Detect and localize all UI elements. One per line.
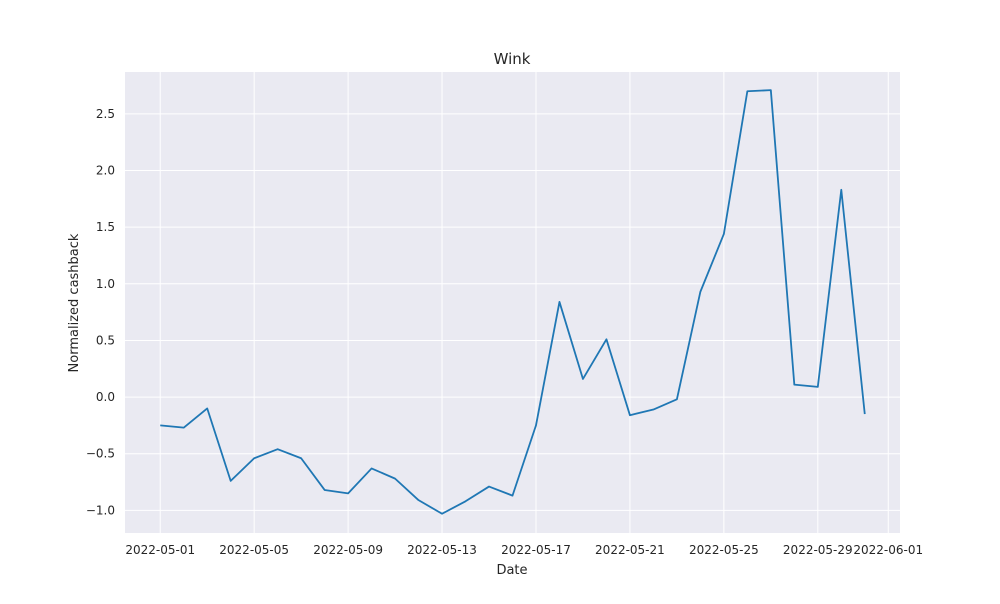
x-tick-label: 2022-05-17 xyxy=(501,543,571,557)
x-tick-label: 2022-05-09 xyxy=(313,543,383,557)
chart-title: Wink xyxy=(494,50,531,68)
series-line xyxy=(160,89,866,515)
x-axis-label: Date xyxy=(496,563,527,578)
x-tick-label: 2022-06-01 xyxy=(853,543,923,557)
y-tick-label: −0.5 xyxy=(86,447,115,461)
y-tick-label: 2.5 xyxy=(96,107,115,121)
series-layer xyxy=(160,89,866,515)
x-gridlines xyxy=(159,72,889,533)
y-tick-label: 1.5 xyxy=(96,220,115,234)
y-tick-label: 1.0 xyxy=(96,277,115,291)
y-tick-label: −1.0 xyxy=(86,503,115,517)
plot-background xyxy=(125,72,900,533)
y-tick-label: 2.0 xyxy=(96,164,115,178)
x-tick-labels: 2022-05-01 2022-05-05 2022-05-09 2022-05-13… xyxy=(125,543,923,557)
y-axis-label: Normalized cashback xyxy=(67,233,82,372)
x-tick-label: 2022-05-13 xyxy=(407,543,477,557)
x-tick-label: 2022-05-21 xyxy=(595,543,665,557)
y-tick-labels: −1.0 −0.5 0.0 0.5 1.0 1.5 2.0 2.5 xyxy=(86,107,115,517)
x-tick-label: 2022-05-25 xyxy=(689,543,759,557)
x-tick-label: 2022-05-01 xyxy=(125,543,195,557)
y-tick-label: 0.5 xyxy=(96,333,115,347)
x-tick-label: 2022-05-05 xyxy=(219,543,289,557)
y-tick-label: 0.0 xyxy=(96,390,115,404)
x-tick-label: 2022-05-29 xyxy=(783,543,853,557)
